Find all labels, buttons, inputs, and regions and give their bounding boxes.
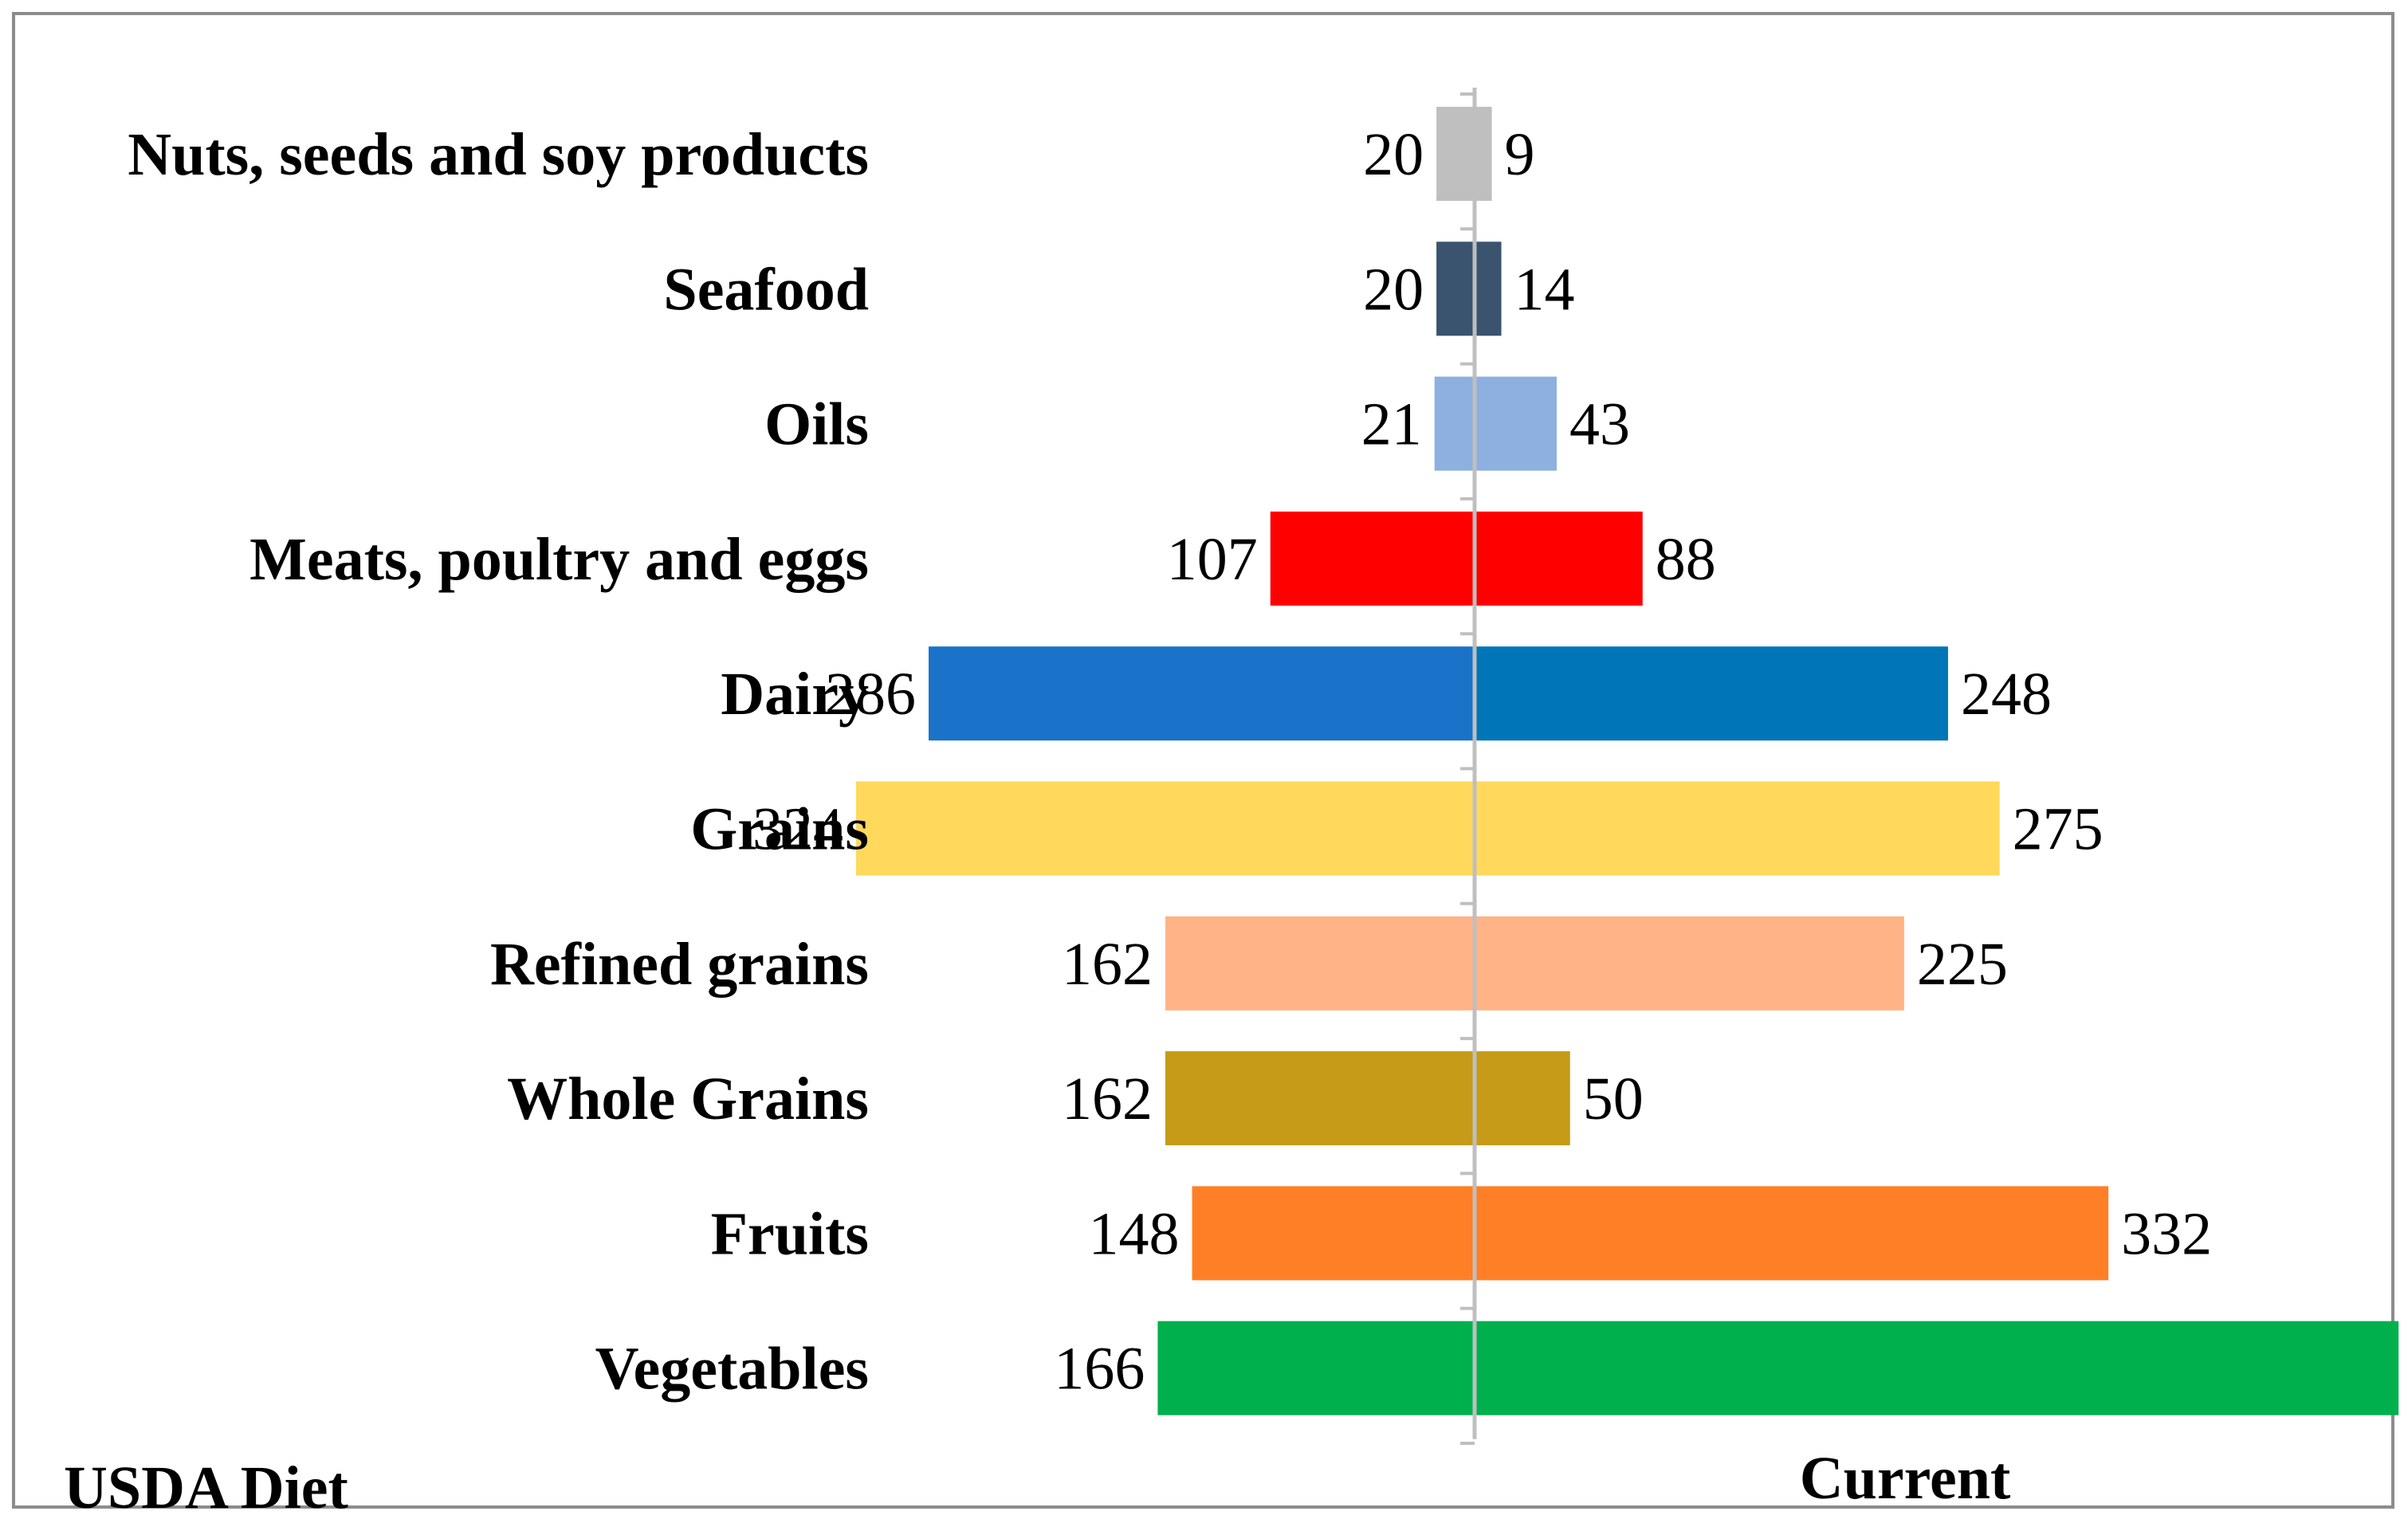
chart-border bbox=[12, 12, 2394, 1509]
category-label-dairy: Dairy bbox=[721, 661, 869, 728]
value-label-usda-vegetables: 166 bbox=[1054, 1336, 1145, 1403]
legend-usda-diet: USDA Diet bbox=[64, 1454, 348, 1519]
bar-current-seafood bbox=[1475, 241, 1502, 336]
value-label-usda-seafood: 20 bbox=[1363, 256, 1424, 323]
bar-usda-whole-grains bbox=[1165, 1051, 1475, 1146]
bar-current-meats-poultry-and-eggs bbox=[1475, 511, 1643, 606]
bar-current-refined-grains bbox=[1475, 916, 1904, 1011]
bar-usda-nuts-seeds-and-soy-products bbox=[1436, 107, 1475, 201]
category-label-vegetables: Vegetables bbox=[595, 1336, 869, 1403]
current-bars bbox=[1475, 107, 2399, 1415]
bar-usda-oils bbox=[1434, 376, 1475, 471]
value-label-current-nuts-seeds-and-soy-products: 9 bbox=[1505, 121, 1535, 188]
value-label-current-whole-grains: 50 bbox=[1583, 1066, 1644, 1132]
category-label-meats-poultry-and-eggs: Meats, poultry and eggs bbox=[249, 526, 869, 593]
value-label-usda-dairy: 286 bbox=[825, 661, 916, 728]
bar-usda-vegetables bbox=[1157, 1321, 1475, 1415]
bar-usda-grains bbox=[856, 781, 1475, 876]
bar-current-dairy bbox=[1475, 646, 1948, 741]
bar-current-nuts-seeds-and-soy-products bbox=[1475, 107, 1492, 201]
value-label-usda-fruits: 148 bbox=[1089, 1200, 1180, 1267]
bar-current-whole-grains bbox=[1475, 1051, 1570, 1146]
bar-usda-meats-poultry-and-eggs bbox=[1270, 511, 1475, 606]
bar-usda-refined-grains bbox=[1165, 916, 1475, 1011]
category-label-nuts-seeds-and-soy-products: Nuts, seeds and soy products bbox=[128, 121, 869, 188]
bar-current-vegetables bbox=[1475, 1321, 2399, 1415]
value-label-usda-nuts-seeds-and-soy-products: 20 bbox=[1363, 121, 1424, 188]
value-label-usda-whole-grains: 162 bbox=[1062, 1066, 1153, 1132]
bar-current-grains bbox=[1475, 781, 2000, 876]
usda-bars bbox=[856, 107, 1475, 1415]
legend-current: Current bbox=[1800, 1445, 2011, 1512]
category-label-oils: Oils bbox=[764, 391, 869, 458]
value-label-current-dairy: 248 bbox=[1961, 661, 2052, 728]
value-label-current-meats-poultry-and-eggs: 88 bbox=[1656, 526, 1716, 593]
value-label-current-refined-grains: 225 bbox=[1917, 931, 2008, 998]
center-axis bbox=[1460, 88, 1477, 1445]
bar-usda-fruits bbox=[1192, 1186, 1475, 1281]
category-label-grains: Grains bbox=[690, 796, 869, 863]
value-labels: 20 9 20 14 21 43 107 88 286 248 324 275 162 225 162 50 1… bbox=[752, 121, 2212, 1403]
value-label-current-seafood: 14 bbox=[1514, 256, 1575, 323]
value-label-usda-oils: 21 bbox=[1361, 391, 1422, 458]
bar-usda-dairy bbox=[929, 646, 1475, 741]
value-label-current-fruits: 332 bbox=[2121, 1200, 2212, 1267]
category-label-seafood: Seafood bbox=[663, 256, 869, 323]
value-label-usda-refined-grains: 162 bbox=[1062, 931, 1153, 998]
value-label-current-oils: 43 bbox=[1569, 391, 1630, 458]
value-label-usda-meats-poultry-and-eggs: 107 bbox=[1167, 526, 1258, 593]
bar-current-oils bbox=[1475, 376, 1557, 471]
category-label-fruits: Fruits bbox=[711, 1200, 869, 1267]
category-labels: Nuts, seeds and soy products Seafood Oils M… bbox=[128, 121, 869, 1403]
value-label-usda-grains: 324 bbox=[752, 796, 843, 863]
value-label-current-grains: 275 bbox=[2013, 796, 2104, 863]
category-label-refined-grains: Refined grains bbox=[490, 931, 869, 998]
bar-usda-seafood bbox=[1436, 241, 1475, 336]
category-label-whole-grains: Whole Grains bbox=[507, 1066, 869, 1132]
bar-current-fruits bbox=[1475, 1186, 2109, 1281]
